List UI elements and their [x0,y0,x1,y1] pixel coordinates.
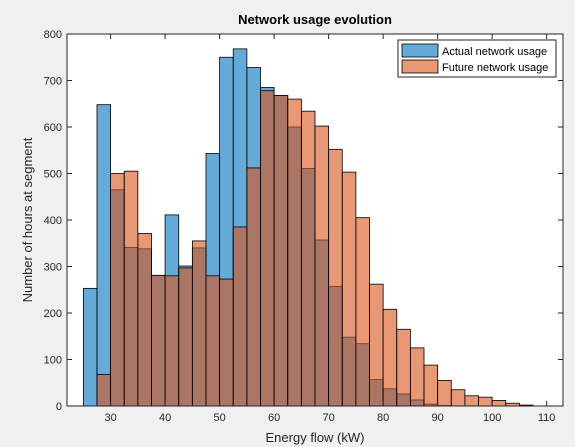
x-tick-label-90: 90 [432,412,444,424]
bar-future-23 [409,347,425,407]
x-tick-label-100: 100 [483,412,501,424]
x-tick-label-40: 40 [159,412,171,424]
bar-future-17 [328,148,343,407]
y-tick-label-200: 200 [44,308,62,320]
bar-future-18 [341,171,357,407]
legend-label-actual: Actual network usage [442,46,547,58]
bar-actual-0 [82,287,98,407]
y-axis-title: Number of hours at segment [20,137,35,302]
y-tick-label-300: 300 [44,262,62,274]
x-tick-label-50: 50 [213,412,225,424]
x-tick-label-30: 30 [104,412,116,424]
bar-future-10 [232,226,248,407]
bar-future-16 [314,125,330,407]
ticks-layer: 30 40 50 60 70 80 90 100 110 0 100 200 300 400 500 600 7… [44,29,563,424]
y-tick-label-0: 0 [56,401,62,413]
x-tick-label-60: 60 [268,412,280,424]
bar-future-8 [205,275,221,407]
bar-future-14 [287,98,302,407]
bar-future-7 [191,240,207,407]
bar-future-25 [437,380,452,407]
bar-future-24 [423,364,439,407]
chart-title: Network usage evolution [238,12,392,27]
bar-future-19 [355,217,370,407]
bar-future-1 [110,173,125,407]
y-tick-label-600: 600 [44,122,62,134]
bar-future-21 [382,308,398,407]
y-tick-label-700: 700 [44,76,62,88]
x-tick-label-80: 80 [377,412,389,424]
legend: Actual network usage Future network usag… [397,39,557,78]
bar-future-2 [123,170,139,407]
bar-future-4 [151,274,166,407]
bar-future-11 [246,167,261,407]
y-tick-label-400: 400 [44,215,62,227]
bar-future-27 [464,395,479,407]
y-tick-label-500: 500 [44,169,62,181]
bar-future-9 [219,278,234,407]
legend-swatch-actual [401,43,439,58]
x-tick-label-70: 70 [323,412,335,424]
bar-future-5 [164,275,180,407]
bar-future-22 [396,328,411,407]
legend-label-future: Future network usage [442,62,548,74]
bar-future-3 [137,233,152,407]
bar-future-20 [369,283,384,407]
bar-future-28 [478,396,493,407]
legend-swatch-future [401,59,439,74]
x-axis-title: Energy flow (kW) [266,430,365,445]
bar-future-26 [450,389,466,407]
bar-future-0 [96,373,112,407]
x-tick-label-110: 110 [538,412,556,424]
y-tick-label-100: 100 [44,355,62,367]
bar-future-12 [260,90,275,407]
bar-actual-1 [96,104,112,407]
bar-future-13 [273,94,289,407]
bar-future-29 [491,400,507,407]
bar-future-15 [300,110,316,407]
bar-future-6 [178,267,193,407]
bars-layer [82,48,534,407]
y-tick-label-800: 800 [44,29,62,41]
